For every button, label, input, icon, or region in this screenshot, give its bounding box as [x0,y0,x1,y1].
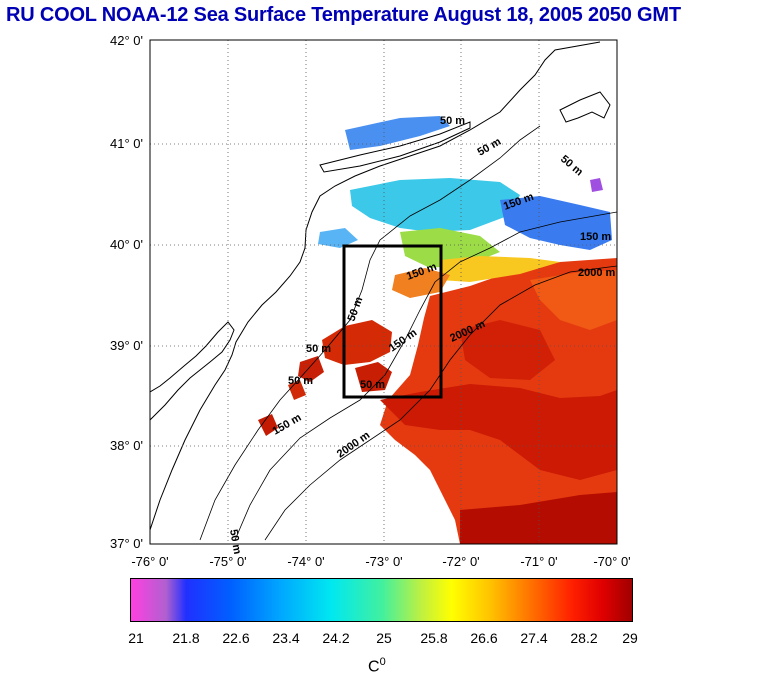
colorbar-tick: 25 [376,630,392,646]
lat-label: 38° 0' [110,438,143,453]
warm-patch-sw [258,414,278,436]
sst-map: 50 m 50 m 50 m 150 m 150 m 150 m 2000 m … [110,33,631,569]
lat-label: 39° 0' [110,338,143,353]
contour-label: 50 m [360,379,385,391]
cool-patch-li [345,116,450,150]
lon-label: -73° 0' [365,554,402,569]
lat-label: 37° 0' [110,536,143,551]
colorbar-tick: 23.4 [272,630,300,646]
lon-label: -70° 0' [593,554,630,569]
colorbar-tick: 22.6 [222,630,250,646]
cool-patch-coast [318,228,358,248]
warm-patch-west [298,356,324,382]
coastline [150,41,601,531]
colorbar-tick: 21 [128,630,144,646]
purple-patch [590,178,603,192]
cape-cod [559,91,611,123]
lat-label: 41° 0' [110,136,143,151]
colorbar-tick: 24.2 [322,630,350,646]
map-frame [149,39,618,545]
unit-degree: 0 [379,656,386,668]
yellow-front [440,256,560,282]
contour-50m [199,125,541,541]
colorbar-tick: 28.2 [570,630,598,646]
warm-patch-nearshore [322,320,392,365]
lon-label: -72° 0' [442,554,479,569]
lat-label: 40° 0' [110,237,143,252]
colorbar-tick: 25.8 [420,630,448,646]
colorbar-tick: 27.4 [520,630,548,646]
contour-2000m [264,265,617,541]
contour-label: 50 m [227,528,243,555]
contour-150m [234,211,617,541]
colorbar-tick: 26.6 [470,630,498,646]
long-island [319,121,471,173]
contour-label: 2000 m [578,267,616,279]
lon-label: -76° 0' [131,554,168,569]
map-title: RU COOL NOAA-12 Sea Surface Temperature … [6,4,681,26]
hot-water-core [380,384,617,480]
lon-label: -71° 0' [520,554,557,569]
map-grid [150,40,617,544]
study-box [342,244,443,399]
warm-band-east [530,270,617,330]
hot-water-south [460,492,617,544]
temperature-colorbar [130,578,633,622]
colorbar-unit: C0 [368,656,386,676]
contour-label: 50 m [288,375,313,387]
delmarva-coast [150,321,235,421]
lon-label: -75° 0' [209,554,246,569]
contour-label: 50 m [440,115,465,127]
lon-label: -74° 0' [287,554,324,569]
warm-patch-small [355,362,392,392]
warm-patch-south [288,380,306,400]
cool-patch-north [350,178,520,232]
contour-label: 50 m [306,343,331,355]
orange-front [392,268,450,298]
unit-letter: C [368,658,380,676]
hot-eddy [460,320,555,380]
colorbar-tick: 29 [622,630,638,646]
contour-label: 150 m [580,231,611,243]
lat-label: 42° 0' [110,33,143,48]
colorbar-tick: 21.8 [172,630,200,646]
